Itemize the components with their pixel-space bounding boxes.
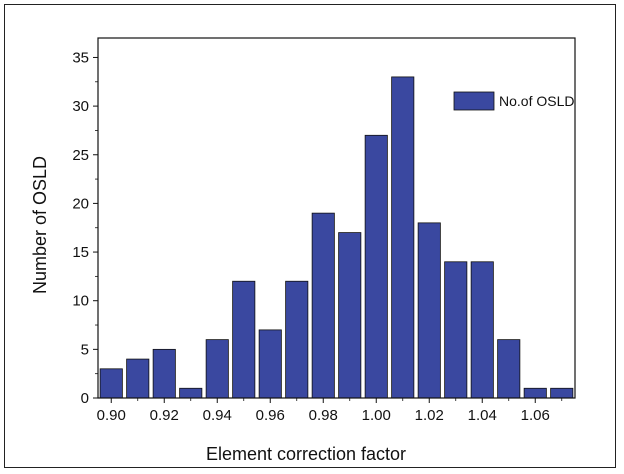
y-tick-label: 5 [81,341,89,358]
legend-label: No.of OSLD [499,93,574,109]
bar-1.05 [497,339,521,399]
bar-1.02 [417,222,441,399]
x-tick-label: 1.00 [362,407,391,424]
bar-0.92 [152,348,176,399]
y-tick-label: 20 [72,195,89,212]
x-tick-label: 1.04 [468,407,497,424]
plot-area-border [97,37,576,399]
x-tick-label: 0.90 [97,407,126,424]
legend: No.of OSLD [453,91,574,111]
legend-swatch [453,91,495,111]
y-tick-label: 10 [72,293,89,310]
x-tick-label: 0.96 [256,407,285,424]
bar-1.00 [364,134,388,399]
x-tick-label: 0.98 [309,407,338,424]
x-tick-label: 0.92 [150,407,179,424]
bar-0.95 [232,280,256,399]
x-tick-label: 0.94 [203,407,232,424]
bar-1.04 [470,261,494,399]
bar-0.96 [258,329,282,399]
bar-1.01 [391,76,415,399]
bar-1.07 [550,387,574,399]
bar-0.98 [311,212,335,399]
y-tick-label: 35 [72,49,89,66]
x-axis: 0.90 0.92 0.94 0.96 0.98 1.00 1.02 1.04 1.06 [97,398,563,424]
bar-0.93 [179,387,203,399]
x-tick-label: 1.02 [415,407,444,424]
bar-1.03 [444,261,468,399]
y-tick-label: 15 [72,244,89,261]
bar-0.90 [99,368,123,399]
bars-group [99,76,574,399]
bar-0.91 [126,358,150,399]
x-tick-label: 1.06 [521,407,550,424]
bar-0.94 [205,339,229,399]
x-axis-title: Element correction factor [206,444,406,464]
y-axis-title: Number of OSLD [30,156,50,294]
y-tick-label: 25 [72,147,89,164]
y-axis: 0 5 10 15 20 25 30 35 [72,49,98,407]
y-tick-label: 30 [72,98,89,115]
bar-0.99 [338,232,362,399]
bar-1.06 [523,387,547,399]
bar-0.97 [285,280,309,399]
y-tick-label: 0 [81,390,89,407]
